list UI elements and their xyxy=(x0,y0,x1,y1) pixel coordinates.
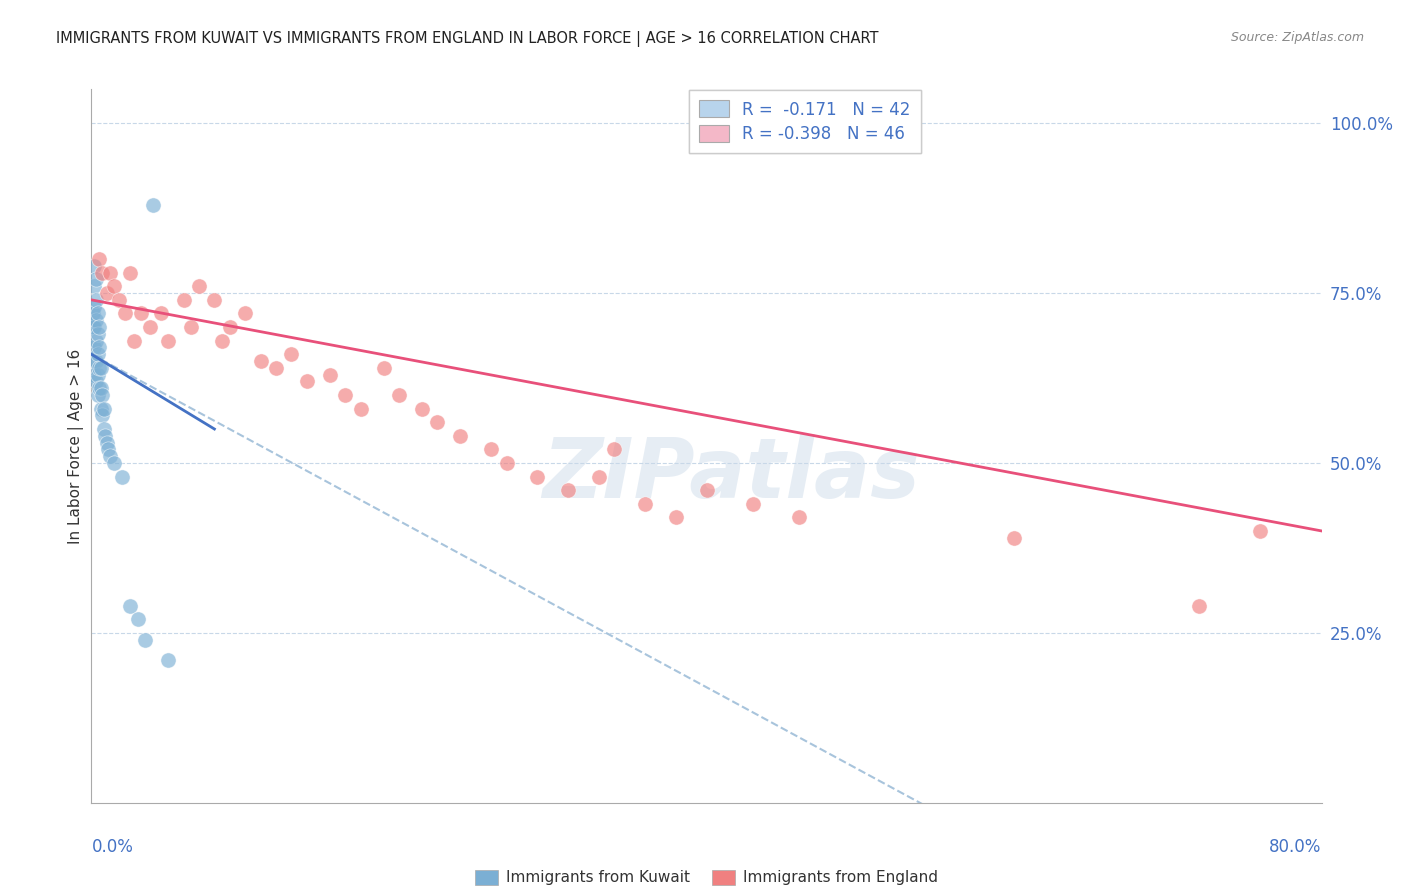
Point xyxy=(149,306,172,320)
Point xyxy=(87,360,110,375)
Point xyxy=(180,320,202,334)
Point xyxy=(211,334,233,348)
Point xyxy=(202,293,225,307)
Point xyxy=(264,360,287,375)
Point xyxy=(87,320,110,334)
Point xyxy=(1002,531,1025,545)
Point xyxy=(557,483,579,498)
Point xyxy=(388,388,411,402)
Point xyxy=(83,368,105,382)
Text: 80.0%: 80.0% xyxy=(1270,838,1322,856)
Point xyxy=(108,293,131,307)
Point xyxy=(94,429,117,443)
Point xyxy=(188,279,211,293)
Point xyxy=(741,497,763,511)
Point xyxy=(84,375,107,389)
Point xyxy=(83,341,105,355)
Point xyxy=(82,354,104,368)
Point xyxy=(139,320,162,334)
Point xyxy=(87,341,110,355)
Point xyxy=(86,326,108,341)
Point xyxy=(449,429,471,443)
Point xyxy=(82,306,104,320)
Point xyxy=(90,360,112,375)
Point xyxy=(82,320,104,334)
Point xyxy=(98,266,121,280)
Point xyxy=(495,456,517,470)
Point xyxy=(84,313,107,327)
Point xyxy=(411,401,433,416)
Point xyxy=(124,334,146,348)
Point xyxy=(173,293,195,307)
Point xyxy=(103,279,125,293)
Point xyxy=(84,272,107,286)
Point xyxy=(319,368,342,382)
Point xyxy=(90,381,112,395)
Point xyxy=(280,347,302,361)
Point xyxy=(97,442,120,457)
Point xyxy=(129,306,152,320)
Point xyxy=(93,422,115,436)
Point xyxy=(1249,524,1271,538)
Point xyxy=(634,497,657,511)
Point xyxy=(86,306,108,320)
Text: ZIPatlas: ZIPatlas xyxy=(543,434,920,515)
Point xyxy=(233,306,256,320)
Point xyxy=(118,266,141,280)
Point xyxy=(83,320,105,334)
Point xyxy=(84,354,107,368)
Point xyxy=(103,456,125,470)
Point xyxy=(696,483,718,498)
Point xyxy=(87,252,110,266)
Point xyxy=(84,334,107,348)
Point xyxy=(479,442,502,457)
Point xyxy=(114,306,136,320)
Point xyxy=(134,632,156,647)
Point xyxy=(98,449,121,463)
Point xyxy=(1187,599,1209,613)
Point xyxy=(373,360,395,375)
Point xyxy=(93,401,115,416)
Point xyxy=(86,368,108,382)
Point xyxy=(83,259,105,273)
Point xyxy=(333,388,356,402)
Legend: R =  -0.171   N = 42, R = -0.398   N = 46: R = -0.171 N = 42, R = -0.398 N = 46 xyxy=(689,90,921,153)
Point xyxy=(426,415,449,429)
Point xyxy=(96,286,118,301)
Point xyxy=(91,409,114,423)
Point xyxy=(84,293,107,307)
Point xyxy=(603,442,626,457)
Point xyxy=(249,354,271,368)
Point xyxy=(588,469,610,483)
Point xyxy=(118,599,141,613)
Point xyxy=(83,279,105,293)
Point xyxy=(86,347,108,361)
Point xyxy=(83,300,105,314)
Point xyxy=(157,653,180,667)
Point xyxy=(787,510,810,524)
Point xyxy=(157,334,180,348)
Point xyxy=(142,198,165,212)
Point xyxy=(295,375,318,389)
Point xyxy=(96,435,118,450)
Point xyxy=(86,388,108,402)
Point xyxy=(91,266,114,280)
Y-axis label: In Labor Force | Age > 16: In Labor Force | Age > 16 xyxy=(69,349,84,543)
Point xyxy=(91,388,114,402)
Point xyxy=(526,469,548,483)
Text: Source: ZipAtlas.com: Source: ZipAtlas.com xyxy=(1230,31,1364,45)
Point xyxy=(111,469,134,483)
Point xyxy=(349,401,371,416)
Point xyxy=(90,401,112,416)
Point xyxy=(87,381,110,395)
Text: IMMIGRANTS FROM KUWAIT VS IMMIGRANTS FROM ENGLAND IN LABOR FORCE | AGE > 16 CORR: IMMIGRANTS FROM KUWAIT VS IMMIGRANTS FRO… xyxy=(56,31,879,47)
Point xyxy=(127,612,149,626)
Text: 0.0%: 0.0% xyxy=(91,838,134,856)
Point xyxy=(665,510,688,524)
Point xyxy=(218,320,240,334)
